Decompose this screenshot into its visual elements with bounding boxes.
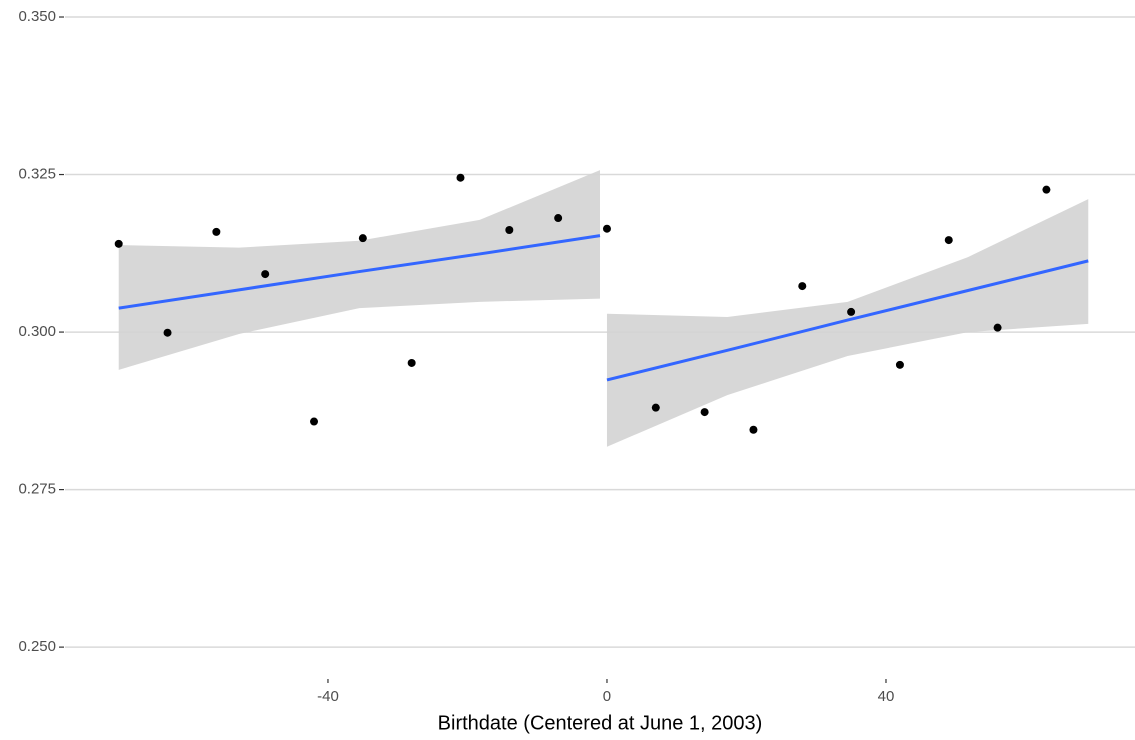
point bbox=[847, 307, 856, 316]
x-tick-label: 0 bbox=[603, 688, 611, 705]
y-tick-label: 0.300 bbox=[18, 323, 56, 340]
point bbox=[358, 234, 367, 243]
x-tick-label: -40 bbox=[317, 688, 339, 705]
point bbox=[505, 225, 514, 234]
point bbox=[407, 358, 416, 367]
point bbox=[700, 408, 709, 417]
point bbox=[554, 214, 563, 223]
point bbox=[1042, 185, 1051, 194]
point bbox=[993, 323, 1002, 332]
point bbox=[114, 239, 123, 248]
x-tick-label: 40 bbox=[878, 688, 895, 705]
y-tick-label: 0.275 bbox=[18, 481, 56, 498]
point bbox=[944, 236, 953, 245]
point bbox=[895, 360, 904, 369]
point bbox=[602, 224, 611, 233]
point bbox=[310, 417, 319, 426]
x-axis-label: Birthdate (Centered at June 1, 2003) bbox=[438, 712, 763, 734]
confidence-band bbox=[118, 170, 600, 370]
fit-line bbox=[118, 234, 601, 310]
y-tick-label: 0.325 bbox=[18, 166, 56, 183]
point bbox=[261, 270, 270, 279]
point bbox=[212, 227, 221, 236]
confidence-band bbox=[606, 199, 1089, 447]
fit-line bbox=[606, 259, 1089, 382]
y-tick-label: 0.350 bbox=[18, 8, 56, 25]
y-tick-label: 0.250 bbox=[18, 638, 56, 655]
point bbox=[798, 282, 807, 291]
point bbox=[456, 173, 465, 182]
point bbox=[749, 425, 758, 434]
point bbox=[651, 403, 660, 412]
point bbox=[163, 328, 172, 337]
